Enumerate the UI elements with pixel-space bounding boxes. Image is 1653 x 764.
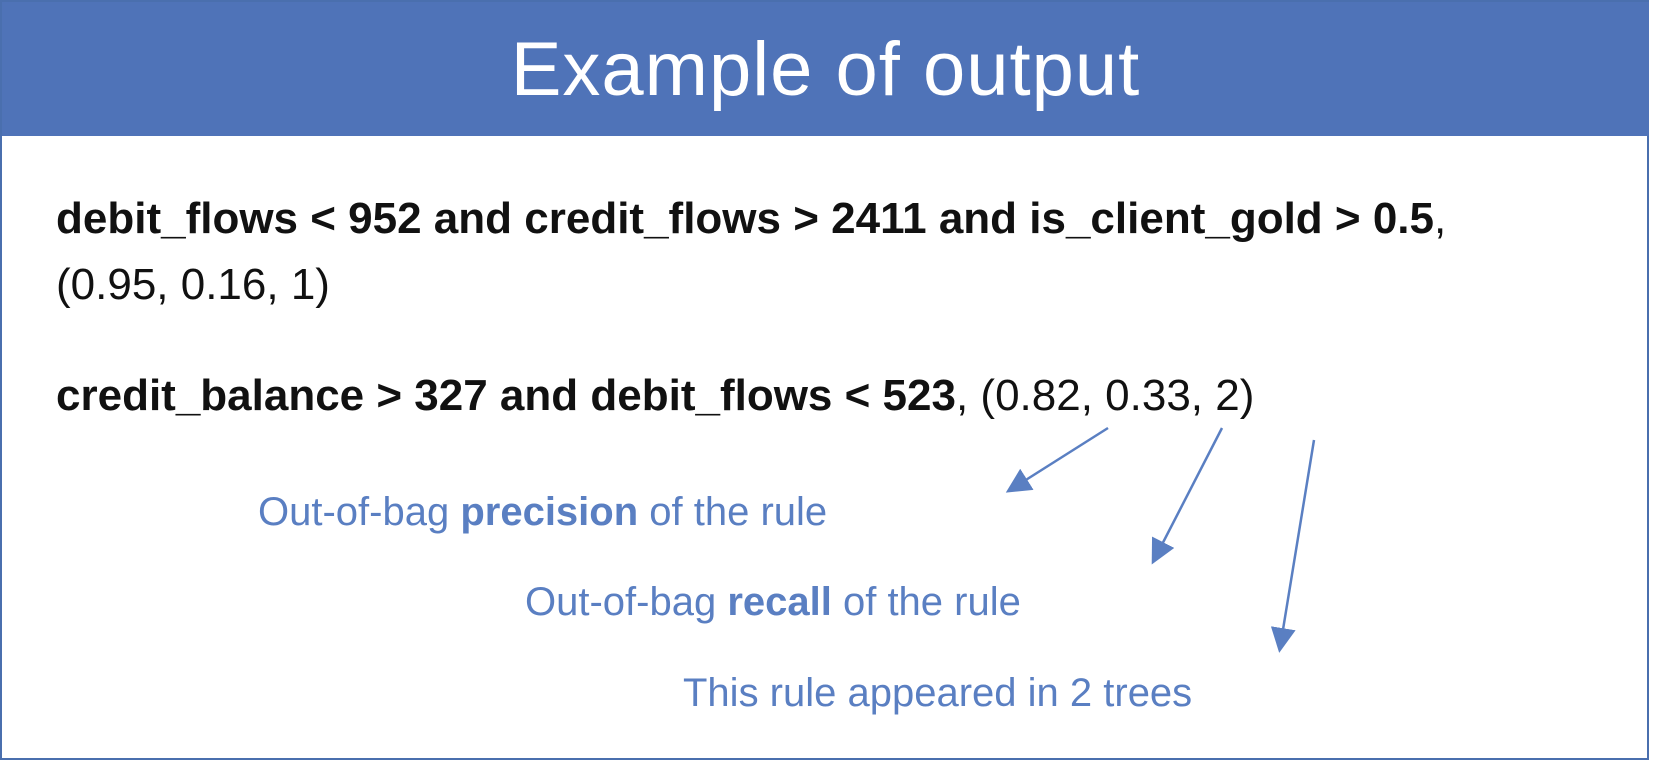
precision-keyword: precision [460, 490, 639, 534]
recall-arrow [1151, 427, 1224, 565]
diagram-title: Example of output [510, 26, 1141, 112]
rule-2-condition-text: credit_balance > 327 and debit_flows < 5… [56, 371, 956, 420]
precision-arrow [1005, 426, 1109, 493]
rule-1-condition: debit_flows < 952 and credit_flows > 241… [56, 190, 1446, 248]
trees-annotation: This rule appeared in 2 trees [683, 671, 1193, 715]
title-banner: Example of output [2, 2, 1649, 136]
recall-keyword: recall [727, 580, 832, 624]
trees-arrow [1270, 439, 1316, 653]
rule-2: credit_balance > 327 and debit_flows < 5… [56, 367, 1254, 425]
rule-2-stats: , (0.82, 0.33, 2) [955, 371, 1255, 420]
precision-annotation: Out-of-bag precision of the rule [258, 490, 827, 535]
recall-suffix: of the rule [831, 580, 1021, 624]
rule-1-condition-text: debit_flows < 952 and credit_flows > 241… [56, 194, 1434, 243]
recall-annotation: Out-of-bag recall of the rule [525, 580, 1021, 625]
rule-1-stats: (0.95, 0.16, 1) [56, 260, 330, 309]
precision-prefix: Out-of-bag [258, 490, 461, 534]
rule-1-separator: , [1434, 194, 1447, 243]
precision-suffix: of the rule [638, 490, 828, 534]
recall-prefix: Out-of-bag [525, 580, 728, 624]
